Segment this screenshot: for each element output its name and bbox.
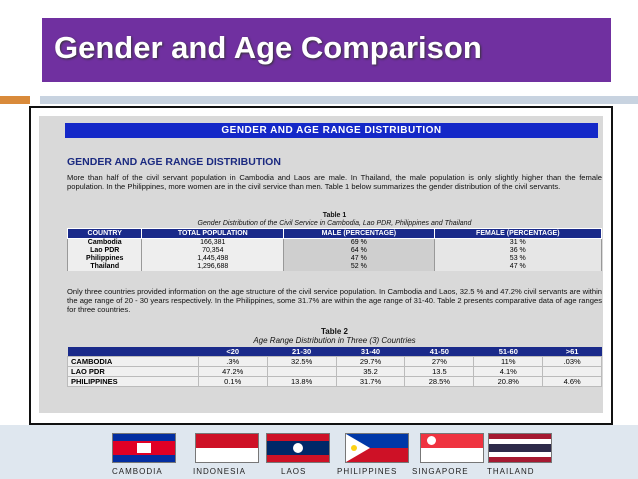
table-cell: 4.1%	[473, 366, 544, 377]
table-cell: Cambodia	[66, 238, 143, 247]
table-cell: 166,381	[141, 238, 285, 247]
table-cell: 13.8%	[266, 376, 337, 387]
table-cell: 35.2	[335, 366, 406, 377]
paragraph-2: Only three countries provided informatio…	[67, 287, 602, 314]
table2-header: >61	[542, 347, 602, 357]
table-cell: Thailand	[66, 263, 143, 271]
table-cell	[266, 366, 337, 377]
document-page: GENDER AND AGE RANGE DISTRIBUTION GENDER…	[39, 116, 603, 413]
table-cell: 28.5%	[404, 376, 475, 387]
title-bar: Gender and Age Comparison	[42, 18, 611, 82]
table-cell: 36 %	[433, 247, 603, 255]
table1-header: MALE (PERCENTAGE)	[283, 228, 435, 239]
table-row: PHILIPPINES 0.1% 13.8% 31.7% 28.5% 20.8%…	[67, 376, 602, 387]
table-cell: 11%	[473, 356, 544, 367]
table-cell	[542, 366, 602, 377]
cambodia-flag-icon	[112, 433, 176, 463]
table-cell: 32.5%	[266, 356, 337, 367]
table-cell: .03%	[542, 356, 602, 367]
table-cell: PHILIPPINES	[67, 376, 199, 387]
table-cell: Philippines	[66, 255, 143, 263]
table2-header: <20	[198, 347, 268, 357]
table-cell: 0.1%	[197, 376, 268, 387]
table-cell: 27%	[404, 356, 475, 367]
table-cell: 4.6%	[542, 376, 602, 387]
flag-label: SINGAPORE	[412, 467, 469, 476]
table-cell: .3%	[197, 356, 268, 367]
table-cell: 47 %	[433, 263, 603, 271]
table-cell: 20.8%	[473, 376, 544, 387]
table-cell: 64 %	[283, 247, 435, 255]
table2-header: 41-50	[404, 347, 474, 357]
table-cell: Lao PDR	[66, 247, 143, 255]
table-row: LAO PDR 47.2% 35.2 13.5 4.1%	[67, 366, 602, 377]
table2-header: 51-60	[473, 347, 543, 357]
table-cell: 47.2%	[197, 366, 268, 377]
table-row: Thailand 1,296,688 52 % 47 %	[66, 263, 603, 271]
table-cell: CAMBODIA	[67, 356, 199, 367]
table2-subtitle: Age Range Distribution in Three (3) Coun…	[253, 336, 416, 345]
section-title: GENDER AND AGE RANGE DISTRIBUTION	[67, 156, 281, 168]
table-row: Cambodia 166,381 69 % 31 %	[66, 238, 603, 247]
table-cell: 70,354	[141, 247, 285, 255]
flag-label: THAILAND	[487, 467, 535, 476]
indonesia-flag-icon	[195, 433, 259, 463]
document-image: GENDER AND AGE RANGE DISTRIBUTION GENDER…	[29, 106, 613, 425]
flags-strip: CAMBODIA INDONESIA LAOS PHILIPPINES SING…	[0, 425, 638, 479]
philippines-flag-icon	[345, 433, 409, 463]
table2-header: 21-30	[267, 347, 337, 357]
flag-label: PHILIPPINES	[337, 467, 398, 476]
table-cell: 47 %	[283, 255, 435, 263]
table2-caption: Table 2	[321, 327, 348, 336]
table-row: Lao PDR 70,354 64 % 36 %	[66, 247, 603, 255]
table-cell: 69 %	[283, 238, 435, 247]
accent-bar-right	[40, 96, 638, 104]
flag-label: INDONESIA	[193, 467, 247, 476]
table-cell: 31 %	[433, 238, 603, 247]
age-range-table: <20 21-30 31-40 41-50 51-60 >61 CAMBODIA…	[67, 347, 602, 387]
table-cell: 29.7%	[335, 356, 406, 367]
thailand-flag-icon	[488, 433, 552, 463]
paragraph-1: More than half of the civil servant popu…	[67, 173, 602, 191]
table-cell: 1,296,688	[141, 263, 285, 271]
gender-table: COUNTRY TOTAL POPULATION MALE (PERCENTAG…	[66, 228, 603, 271]
table1-header: COUNTRY	[66, 228, 143, 239]
table-cell: 53 %	[433, 255, 603, 263]
table-cell: 1,445,498	[141, 255, 285, 263]
table2-header: 31-40	[336, 347, 405, 357]
slide-title: Gender and Age Comparison	[54, 30, 482, 65]
flag-label: LAOS	[281, 467, 307, 476]
table-row: Philippines 1,445,498 47 % 53 %	[66, 255, 603, 263]
table1-header: TOTAL POPULATION	[141, 228, 285, 239]
document-header: GENDER AND AGE RANGE DISTRIBUTION	[65, 123, 598, 138]
table1-header: FEMALE (PERCENTAGE)	[433, 228, 603, 239]
table1-caption: Table 1	[322, 212, 347, 219]
table2-header	[67, 347, 199, 357]
table-cell: 52 %	[283, 263, 435, 271]
table1-subtitle: Gender Distribution of the Civil Service…	[197, 220, 472, 227]
table-cell: 13.5	[404, 366, 475, 377]
laos-flag-icon	[266, 433, 330, 463]
accent-bar-left	[0, 96, 30, 104]
singapore-flag-icon	[420, 433, 484, 463]
table-cell: 31.7%	[335, 376, 406, 387]
flag-label: CAMBODIA	[112, 467, 163, 476]
table-row: CAMBODIA .3% 32.5% 29.7% 27% 11% .03%	[67, 356, 602, 367]
table-cell: LAO PDR	[67, 366, 199, 377]
